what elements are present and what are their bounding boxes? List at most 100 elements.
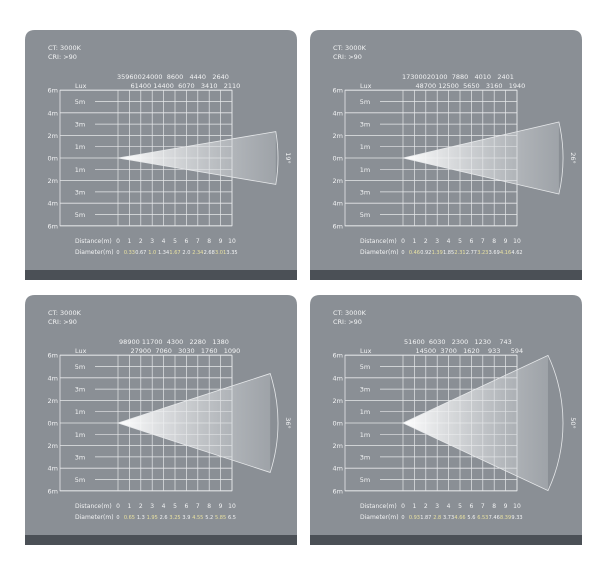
distance-value: 8 <box>207 503 211 510</box>
diameter-value: 2.68 <box>204 250 215 256</box>
lux-label: Lux <box>360 82 372 90</box>
lux-value: 2300 <box>452 338 469 346</box>
lux-label: Lux <box>75 347 87 355</box>
side-meter-label: 4m <box>48 374 58 382</box>
diameter-label: Diameter(m) <box>75 249 114 256</box>
side-meter-label: 6m <box>48 87 58 95</box>
diameter-value: 4.66 <box>454 515 465 521</box>
distance-label: Distance(m) <box>360 238 397 245</box>
distance-label: Distance(m) <box>360 503 397 510</box>
diameter-value: 2.31 <box>454 250 465 256</box>
distance-value: 9 <box>504 503 508 510</box>
lux-value: 6070 <box>178 82 195 90</box>
diameter-value: 2.77 <box>466 250 477 256</box>
lux-value: 7880 <box>452 73 469 81</box>
distance-value: 3 <box>435 238 439 245</box>
beam-cone <box>403 355 549 491</box>
sub-meter-label: 1m <box>360 431 370 439</box>
sub-meter-label: 1m <box>360 143 370 151</box>
cri-label: CRI: >90 <box>48 53 77 61</box>
distance-value: 6 <box>469 238 473 245</box>
sub-meter-label: 5m <box>75 363 85 371</box>
distance-value: 6 <box>469 503 473 510</box>
distance-value: 4 <box>162 503 166 510</box>
distance-value: 7 <box>481 503 485 510</box>
side-meter-label: 4m <box>333 200 343 208</box>
diameter-value: 1.3 <box>137 515 145 521</box>
distance-value: 0 <box>116 503 120 510</box>
distance-value: 1 <box>127 503 131 510</box>
distance-value: 2 <box>139 238 143 245</box>
side-meter-label: 0m <box>333 420 343 428</box>
beam-cone <box>118 131 276 185</box>
lux-value: 61400 <box>130 82 151 90</box>
diameter-value: 0.67 <box>135 250 146 256</box>
sub-meter-label: 5m <box>360 476 370 484</box>
sub-meter-label: 5m <box>360 211 370 219</box>
panel-footer-band <box>25 270 297 280</box>
diameter-value: 0.93 <box>409 515 420 521</box>
lux-value: 743 <box>499 338 511 346</box>
diameter-value: 0 <box>401 515 404 521</box>
lux-value: 8600 <box>167 73 184 81</box>
diameter-value: 2.6 <box>160 515 168 521</box>
distance-value: 6 <box>184 503 188 510</box>
beam-chart-26: CT: 3000K CRI: >90 Lux 6m 4m 2m 0m 2m 4m 6m 5m 3m 1m… <box>310 30 582 280</box>
diameter-value: 4.16 <box>500 250 511 256</box>
lux-value: 2110 <box>224 82 241 90</box>
diameter-value: 5.6 <box>467 515 475 521</box>
diameter-value: 5.2 <box>205 515 213 521</box>
sub-meter-label: 3m <box>75 453 85 461</box>
diameter-value: 0.46 <box>409 250 420 256</box>
diameter-value: 4.55 <box>192 515 203 521</box>
distance-value: 9 <box>219 238 223 245</box>
ct-label: CT: 3000K <box>333 44 367 52</box>
beam-chart-36: CT: 3000K CRI: >90 Lux 6m 4m 2m 0m 2m 4m 6m 5m 3m 1m… <box>25 295 297 545</box>
diameter-value: 2.8 <box>433 515 441 521</box>
distance-value: 1 <box>412 238 416 245</box>
diameter-value: 0 <box>116 250 119 256</box>
distance-value: 10 <box>228 503 236 510</box>
side-meter-label: 4m <box>333 374 343 382</box>
ct-label: CT: 3000K <box>333 309 367 317</box>
diameter-value: 3.9 <box>182 515 190 521</box>
distance-value: 4 <box>447 238 451 245</box>
diameter-value: 3.01 <box>215 250 226 256</box>
diameter-value: 1.85 <box>443 250 454 256</box>
diameter-value: 0 <box>116 515 119 521</box>
distance-value: 8 <box>207 238 211 245</box>
side-meter-label: 6m <box>48 487 58 495</box>
distance-value: 9 <box>219 503 223 510</box>
side-meter-label: 0m <box>48 155 58 163</box>
side-meter-label: 4m <box>333 109 343 117</box>
diameter-value: 1.39 <box>432 250 443 256</box>
side-meter-label: 0m <box>48 420 58 428</box>
distance-value: 0 <box>116 238 120 245</box>
lux-value: 14500 <box>415 347 436 355</box>
distance-label: Distance(m) <box>75 238 112 245</box>
distance-value: 10 <box>513 238 521 245</box>
lux-value: 3030 <box>178 347 195 355</box>
side-meter-label: 4m <box>48 465 58 473</box>
sub-meter-label: 3m <box>360 453 370 461</box>
distance-value: 10 <box>228 238 236 245</box>
lux-value: 3410 <box>201 82 218 90</box>
sub-meter-label: 3m <box>75 386 85 394</box>
sub-meter-label: 1m <box>75 408 85 416</box>
distance-value: 2 <box>424 238 428 245</box>
lux-value: 594 <box>511 347 523 355</box>
diameter-value: 3.23 <box>477 250 488 256</box>
lux-value: 51600 <box>404 338 425 346</box>
lux-value: 3700 <box>440 347 457 355</box>
distance-value: 7 <box>481 238 485 245</box>
lux-value: 4300 <box>167 338 184 346</box>
lux-value: 933 <box>488 347 500 355</box>
beam-chart-50: CT: 3000K CRI: >90 Lux 6m 4m 2m 0m 2m 4m 6m 5m 3m 1m… <box>310 295 582 545</box>
side-meter-label: 6m <box>48 222 58 230</box>
beam-cone <box>403 122 559 194</box>
diameter-value: 3.25 <box>169 515 180 521</box>
sub-meter-label: 1m <box>360 408 370 416</box>
distance-value: 9 <box>504 238 508 245</box>
distance-value: 6 <box>184 238 188 245</box>
